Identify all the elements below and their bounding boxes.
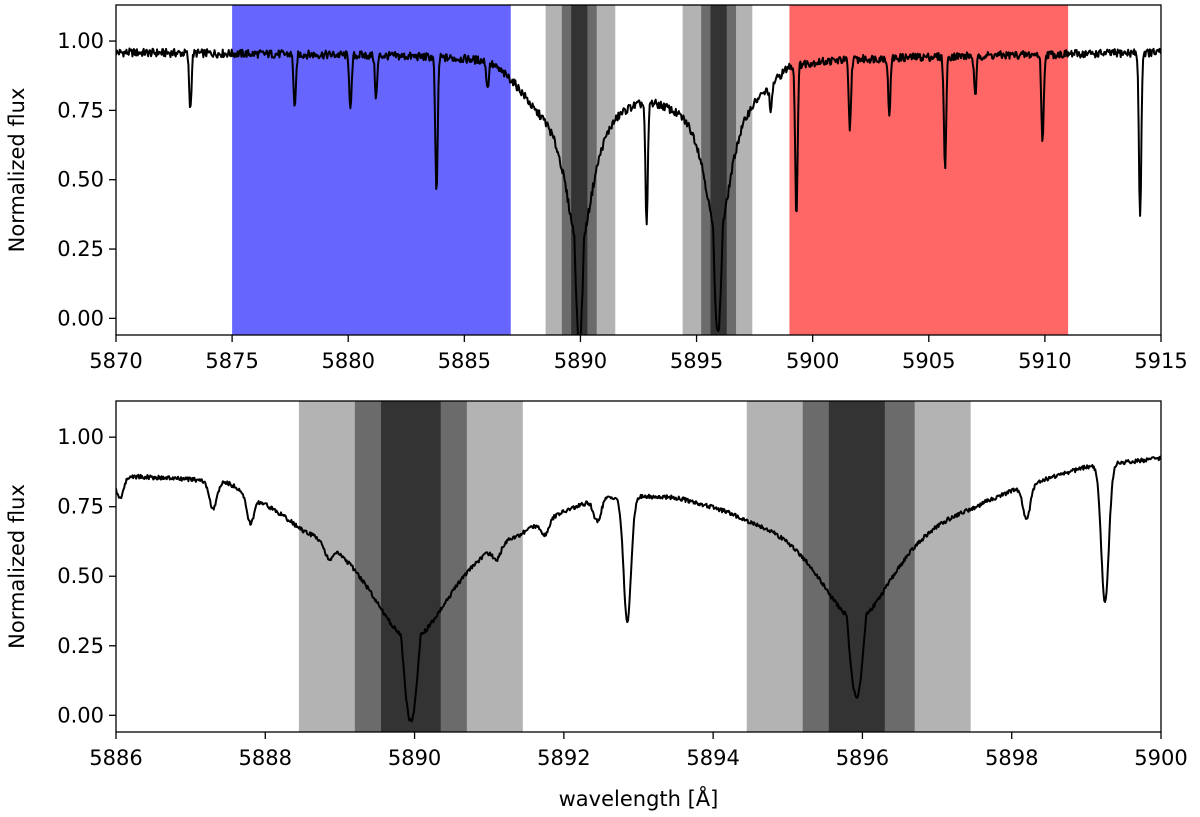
y-axis-title: Normalized flux bbox=[5, 88, 29, 253]
x-tick-label: 5896 bbox=[836, 746, 889, 770]
spectrum-line bbox=[116, 455, 1161, 723]
y-axis-title: Normalized flux bbox=[5, 484, 29, 649]
x-tick-label: 5910 bbox=[1018, 349, 1071, 373]
x-tick-label: 5886 bbox=[89, 746, 142, 770]
shaded-band bbox=[828, 401, 885, 732]
plot-area bbox=[116, 5, 1161, 335]
x-tick-label: 5898 bbox=[985, 746, 1038, 770]
y-tick-label: 0.25 bbox=[57, 237, 104, 261]
top-panel: 5870 5875 5880 5885 5890 5895 5900 5905 5910 5915… bbox=[5, 4, 1188, 373]
x-tick-label: 5875 bbox=[205, 349, 258, 373]
y-tick-label: 0.50 bbox=[57, 168, 104, 192]
x-tick-label: 5894 bbox=[686, 746, 739, 770]
x-tick-label: 5890 bbox=[388, 746, 441, 770]
x-tick-label: 5900 bbox=[786, 349, 839, 373]
y-tick-label: 1.00 bbox=[57, 29, 104, 53]
x-tick-label: 5895 bbox=[670, 349, 723, 373]
axes-frame bbox=[115, 4, 1162, 336]
y-tick-label: 0.00 bbox=[57, 703, 104, 727]
y-tick-label: 0.00 bbox=[57, 306, 104, 330]
x-tick-label: 5900 bbox=[1134, 746, 1187, 770]
x-tick-label: 5885 bbox=[438, 349, 491, 373]
y-tick-label: 1.00 bbox=[57, 425, 104, 449]
y-tick-label: 0.25 bbox=[57, 634, 104, 658]
plot-area bbox=[116, 401, 1161, 732]
x-tick-label: 5892 bbox=[537, 746, 590, 770]
x-tick-label: 5905 bbox=[902, 349, 955, 373]
x-tick-label: 5870 bbox=[89, 349, 142, 373]
axes-frame bbox=[115, 400, 1162, 733]
bottom-panel: 5886 5888 5890 5892 5894 5896 5898 5900 0.00 0.25… bbox=[5, 400, 1188, 811]
x-tick-label: 5888 bbox=[239, 746, 292, 770]
spectrum-line bbox=[116, 47, 1161, 335]
x-tick-label: 5915 bbox=[1134, 349, 1187, 373]
shaded-band bbox=[380, 401, 441, 732]
y-tick-label: 0.75 bbox=[57, 495, 104, 519]
shaded-band bbox=[571, 5, 588, 335]
x-tick-label: 5880 bbox=[321, 349, 374, 373]
y-tick-label: 0.50 bbox=[57, 564, 104, 588]
shaded-band bbox=[710, 5, 727, 335]
x-tick-label: 5890 bbox=[554, 349, 607, 373]
y-tick-label: 0.75 bbox=[57, 98, 104, 122]
x-axis-title: wavelength [Å] bbox=[559, 785, 719, 811]
